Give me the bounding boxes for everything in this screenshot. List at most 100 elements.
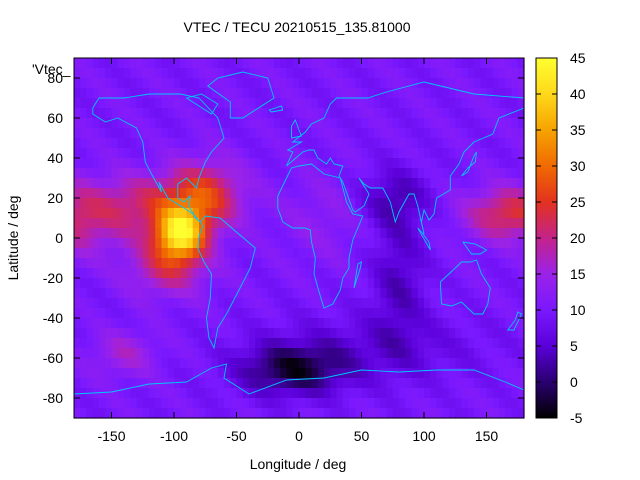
heatmap-cell xyxy=(267,388,275,399)
heatmap-cell xyxy=(374,138,381,149)
heatmap-cell xyxy=(474,338,481,349)
heatmap-cell xyxy=(517,358,525,369)
heatmap-cell xyxy=(486,258,494,269)
heatmap-cell xyxy=(174,388,181,399)
heatmap-cell xyxy=(467,318,475,329)
heatmap-cell xyxy=(280,398,288,409)
heatmap-cell xyxy=(117,298,125,309)
heatmap-cell xyxy=(355,318,363,329)
heatmap-cell xyxy=(224,348,231,359)
heatmap-cell xyxy=(224,108,231,119)
heatmap-cell xyxy=(117,288,125,299)
heatmap-cell xyxy=(480,98,488,109)
heatmap-cell xyxy=(367,158,375,169)
heatmap-cell xyxy=(386,328,394,339)
heatmap-cell xyxy=(136,158,144,169)
heatmap-cell xyxy=(280,288,288,299)
heatmap-cell xyxy=(174,248,181,259)
heatmap-cell xyxy=(367,338,375,349)
heatmap-cell xyxy=(380,348,388,359)
heatmap-cell xyxy=(330,348,338,359)
heatmap-cell xyxy=(392,348,400,359)
heatmap-cell xyxy=(467,278,475,289)
heatmap-cell xyxy=(480,268,488,279)
heatmap-cell xyxy=(274,258,281,269)
heatmap-cell xyxy=(236,68,244,79)
heatmap-cell xyxy=(217,338,225,349)
heatmap-cell xyxy=(386,68,394,79)
heatmap-cell xyxy=(292,248,300,259)
heatmap-cell xyxy=(74,378,81,389)
heatmap-cell xyxy=(517,338,525,349)
heatmap-cell xyxy=(430,318,438,329)
heatmap-cell xyxy=(486,98,494,109)
heatmap-cell xyxy=(411,228,419,239)
heatmap-cell xyxy=(74,278,81,289)
heatmap-cell xyxy=(417,248,425,259)
heatmap-cell xyxy=(180,238,188,249)
heatmap-cell xyxy=(167,368,175,379)
heatmap-cell xyxy=(130,228,138,239)
heatmap-cell xyxy=(455,138,463,149)
heatmap-cell xyxy=(424,388,431,399)
heatmap-cell xyxy=(142,358,150,369)
heatmap-cell xyxy=(261,148,269,159)
heatmap-cell xyxy=(330,78,338,89)
heatmap-cell xyxy=(236,198,244,209)
heatmap-cell xyxy=(480,188,488,199)
heatmap-cell xyxy=(424,58,431,69)
heatmap-cell xyxy=(186,398,194,409)
heatmap-cell xyxy=(224,138,231,149)
heatmap-cell xyxy=(355,128,363,139)
heatmap-cell xyxy=(317,168,325,179)
heatmap-cell xyxy=(311,218,319,229)
heatmap-cell xyxy=(399,358,406,369)
heatmap-cell xyxy=(167,58,175,69)
heatmap-cell xyxy=(517,88,525,99)
heatmap-cell xyxy=(486,278,494,289)
heatmap-cell xyxy=(230,108,238,119)
heatmap-cell xyxy=(517,398,525,409)
heatmap-cell xyxy=(392,88,400,99)
heatmap-cell xyxy=(174,288,181,299)
heatmap-cell xyxy=(324,138,331,149)
heatmap-cell xyxy=(367,98,375,109)
heatmap-cell xyxy=(467,178,475,189)
heatmap-cell xyxy=(92,388,100,399)
heatmap-cell xyxy=(517,378,525,389)
heatmap-cell xyxy=(261,338,269,349)
heatmap-cell xyxy=(99,228,106,239)
heatmap-cell xyxy=(324,348,331,359)
heatmap-cell xyxy=(292,128,300,139)
heatmap-cell xyxy=(286,408,294,419)
heatmap-cell xyxy=(236,128,244,139)
heatmap-cell xyxy=(505,78,513,89)
heatmap-cell xyxy=(130,218,138,229)
heatmap-cell xyxy=(180,218,188,229)
heatmap-cell xyxy=(342,58,350,69)
heatmap-cell xyxy=(380,278,388,289)
heatmap-cell xyxy=(442,138,450,149)
heatmap-cell xyxy=(111,58,119,69)
heatmap-cell xyxy=(186,298,194,309)
heatmap-cell xyxy=(167,308,175,319)
heatmap-cell xyxy=(480,178,488,189)
heatmap-cell xyxy=(86,298,94,309)
heatmap-cell xyxy=(80,118,88,129)
heatmap-cell xyxy=(436,368,444,379)
heatmap-cell xyxy=(174,108,181,119)
heatmap-cell xyxy=(342,118,350,129)
heatmap-cell xyxy=(217,98,225,109)
heatmap-cell xyxy=(80,288,88,299)
heatmap-cell xyxy=(461,88,469,99)
heatmap-cell xyxy=(361,228,369,239)
heatmap-cell xyxy=(267,178,275,189)
heatmap-cell xyxy=(367,248,375,259)
heatmap-cell xyxy=(86,178,94,189)
heatmap-cell xyxy=(261,278,269,289)
heatmap-cell xyxy=(417,128,425,139)
heatmap-cell xyxy=(311,88,319,99)
heatmap-cell xyxy=(192,388,200,399)
heatmap-cell xyxy=(499,88,506,99)
heatmap-cell xyxy=(217,398,225,409)
